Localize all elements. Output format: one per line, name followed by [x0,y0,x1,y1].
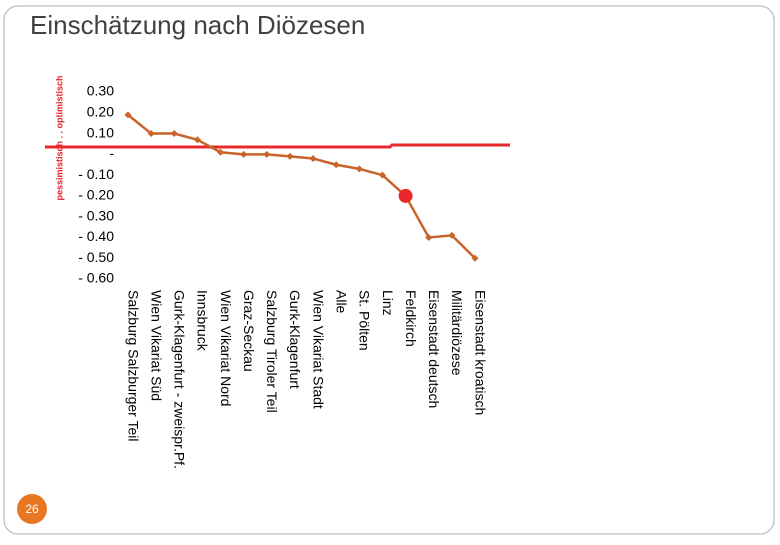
data-point [170,130,178,138]
data-point [147,130,155,138]
data-point [240,150,248,158]
x-tick-label: Salzburg Tiroler Teil [264,290,280,413]
y-tick-label: - [109,145,114,161]
data-point [471,254,479,262]
x-tick-label: Eisenstadt deutsch [426,290,442,408]
x-tick-label: Gurk-Klagenfurt - zweispr.Pf. [172,290,188,469]
x-tick-label: Alle [333,290,349,314]
x-tick-label: Innsbruck [195,290,211,352]
data-line [127,113,476,260]
y-tick-label: - 0.60 [78,270,114,286]
x-tick-label: Graz-Seckau [241,290,257,372]
data-point [309,154,317,162]
y-tick-label: - 0.30 [78,207,114,223]
x-tick-label: Gurk-Klagenfurt [287,290,303,389]
data-point [448,231,456,239]
x-tick-label: Militärdiözese [449,290,465,376]
highlight-point [398,188,413,203]
y-tick-label: 0.30 [87,83,114,99]
y-tick-label: - 0.20 [78,187,114,203]
y-tick-label: - 0.50 [78,249,114,265]
data-point [332,161,340,169]
data-point [355,165,363,173]
x-tick-label: St. Pölten [357,290,373,351]
data-point [425,233,433,241]
page-number: 26 [25,502,39,516]
y-tick-label: - 0.10 [78,166,114,182]
x-tick-label: Wien Vikariat Stadt [310,290,326,409]
slide-frame [3,5,775,535]
data-point [378,171,386,179]
data-point [124,111,132,119]
title: Einschätzung nach Diözesen [30,10,365,40]
data-point [263,150,271,158]
y-tick-label: 0.20 [87,103,114,119]
x-tick-label: Wien Vikariat Nord [218,290,234,406]
y-tick-label: 0.10 [87,124,114,140]
x-tick-label: Salzburg Salzburger Teil [125,290,141,442]
x-tick-label: Eisenstadt kroatisch [472,290,488,415]
x-tick-label: Feldkirch [403,290,419,347]
reference-line [45,143,510,149]
x-tick-label: Wien Vikariat Süd [148,290,164,401]
data-point [286,152,294,160]
x-tick-label: Linz [380,290,396,316]
data-point [217,148,225,156]
y-axis-label: pessimistisch . . optimistisch [54,75,64,200]
page-badge [17,494,47,524]
y-tick-label: - 0.40 [78,228,114,244]
data-point [193,136,201,144]
